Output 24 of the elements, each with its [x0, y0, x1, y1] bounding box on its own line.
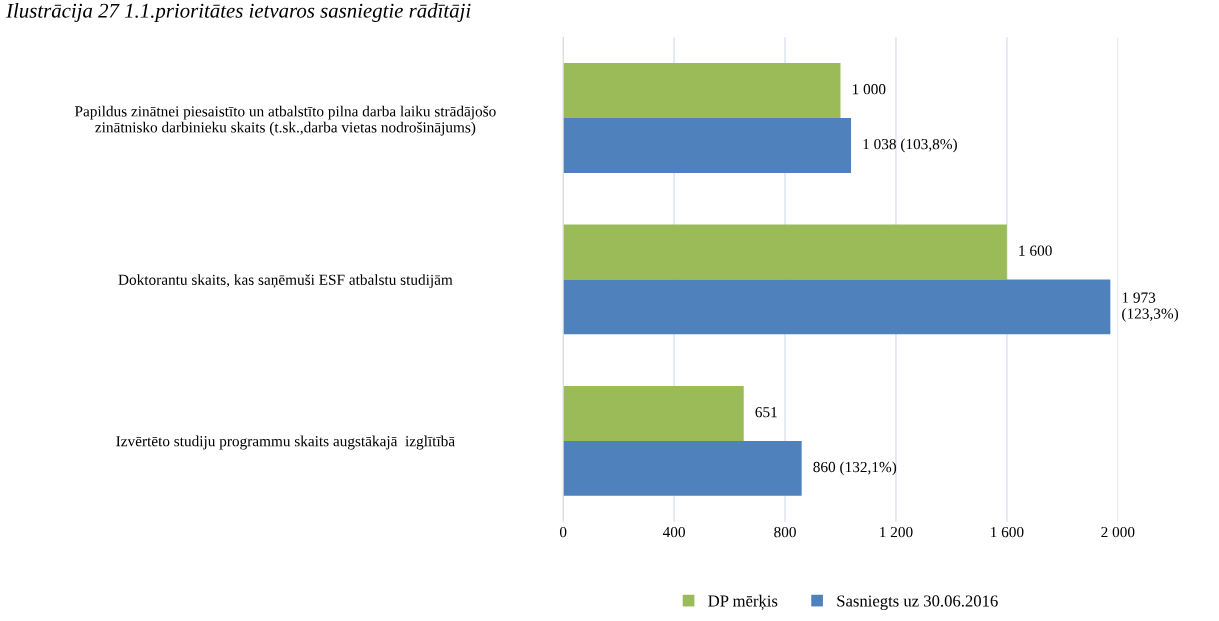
x-tick-label: 2 000 [1101, 526, 1135, 538]
data-label: 1 973 (123,3%) [1122, 292, 1179, 322]
legend-label: DP mērķis [708, 594, 778, 610]
data-label: 1 000 [852, 84, 886, 95]
data-label: 1 600 [1019, 245, 1052, 256]
legend-label: Sasniegts uz 30.06.2016 [837, 595, 998, 611]
x-tick-label: 1 600 [991, 526, 1024, 538]
y-tick-label: Doktorantu skaits, kas saņēmuši ESF atbalstu studijām [118, 274, 453, 289]
data-label: 1 038 (103,8%) [863, 138, 957, 153]
bar [563, 117, 852, 173]
text: Ilustrācija 27 1.1.prioritātes ietvaros sasniegtie rādītāji [6, 3, 471, 22]
x-tick-label: 1 200 [880, 526, 913, 538]
bar [563, 224, 1007, 280]
bar [563, 279, 1111, 335]
bar [563, 63, 841, 118]
data-label: 860 (132,1%) [813, 461, 897, 476]
y-tick-label: Izvērtēto studiju programmu skaits augstākajā izglītībā [116, 435, 455, 450]
x-tick-label: 0 [559, 526, 567, 538]
y-tick-label: Papildus zinātnei piesaistīto un atbalstīto pilna darba laiku strādājošo zinātnisko darbinieku skaits (t.sk.,darba vietas nodrošinājums) [74, 105, 496, 136]
data-label: 651 [755, 407, 777, 418]
bar [563, 440, 802, 496]
x-tick-label: 400 [662, 526, 685, 538]
bar [563, 386, 744, 441]
x-tick-label: 800 [774, 526, 796, 538]
